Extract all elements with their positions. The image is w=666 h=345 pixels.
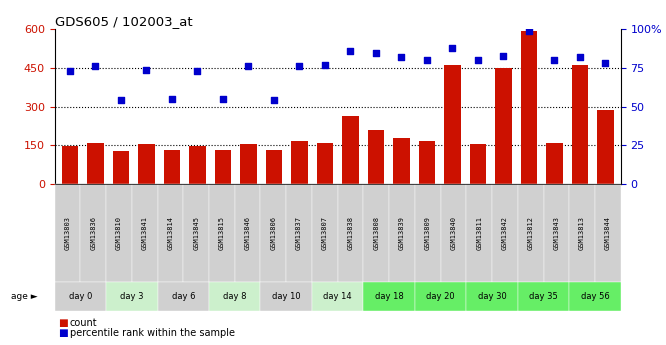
Bar — [444, 66, 461, 184]
Text: GSM13844: GSM13844 — [605, 216, 611, 250]
Bar — [240, 145, 256, 184]
Bar — [546, 143, 563, 184]
Point — [523, 28, 534, 33]
Text: GSM13838: GSM13838 — [348, 216, 354, 250]
Text: age ►: age ► — [11, 292, 38, 301]
Text: GSM13839: GSM13839 — [399, 216, 405, 250]
Text: GSM13811: GSM13811 — [476, 216, 482, 250]
Text: day 6: day 6 — [172, 292, 195, 301]
Text: day 20: day 20 — [426, 292, 455, 301]
Bar — [419, 141, 435, 184]
Point — [447, 45, 458, 51]
Bar — [342, 116, 359, 184]
Text: day 56: day 56 — [581, 292, 609, 301]
Text: GSM13840: GSM13840 — [450, 216, 456, 250]
Point — [243, 64, 254, 69]
Point — [345, 48, 356, 54]
Bar — [571, 66, 588, 184]
Point — [498, 53, 509, 58]
Text: GSM13808: GSM13808 — [373, 216, 379, 250]
Bar — [189, 146, 206, 184]
Text: day 30: day 30 — [478, 292, 506, 301]
Text: GSM13813: GSM13813 — [579, 216, 585, 250]
Point — [65, 68, 75, 74]
Bar — [470, 144, 486, 184]
Bar — [164, 150, 180, 184]
Text: GSM13842: GSM13842 — [502, 216, 508, 250]
Text: day 35: day 35 — [529, 292, 558, 301]
Point — [600, 61, 611, 66]
Text: GSM13843: GSM13843 — [553, 216, 559, 250]
Text: GDS605 / 102003_at: GDS605 / 102003_at — [55, 15, 192, 28]
Text: day 18: day 18 — [375, 292, 404, 301]
Point — [320, 62, 330, 68]
Bar — [87, 143, 104, 184]
Text: GSM13809: GSM13809 — [425, 216, 431, 250]
Bar — [393, 138, 410, 184]
Bar — [521, 31, 537, 184]
Text: ■: ■ — [58, 318, 68, 327]
Text: GSM13846: GSM13846 — [244, 216, 250, 250]
Text: GSM13803: GSM13803 — [65, 216, 71, 250]
Point — [575, 55, 585, 60]
Text: GSM13836: GSM13836 — [90, 216, 96, 250]
Text: day 3: day 3 — [120, 292, 144, 301]
Text: GSM13841: GSM13841 — [142, 216, 148, 250]
Text: GSM13806: GSM13806 — [270, 216, 276, 250]
Point — [218, 96, 228, 102]
Bar — [214, 150, 231, 184]
Text: GSM13837: GSM13837 — [296, 216, 302, 250]
Point — [192, 68, 202, 74]
Text: GSM13812: GSM13812 — [527, 216, 533, 250]
Point — [116, 98, 127, 103]
Bar — [368, 130, 384, 184]
Bar — [495, 68, 511, 184]
Bar — [138, 145, 155, 184]
Point — [396, 55, 407, 60]
Bar — [266, 150, 282, 184]
Text: ■: ■ — [58, 328, 68, 338]
Text: day 8: day 8 — [223, 292, 246, 301]
Point — [268, 98, 279, 103]
Text: day 14: day 14 — [324, 292, 352, 301]
Point — [141, 67, 152, 72]
Text: GSM13815: GSM13815 — [219, 216, 225, 250]
Text: count: count — [70, 318, 97, 327]
Point — [90, 64, 101, 69]
Text: percentile rank within the sample: percentile rank within the sample — [70, 328, 235, 338]
Point — [294, 64, 305, 69]
Bar — [113, 151, 129, 184]
Bar — [597, 110, 613, 184]
Text: GSM13807: GSM13807 — [322, 216, 328, 250]
Text: day 0: day 0 — [69, 292, 92, 301]
Text: GSM13810: GSM13810 — [116, 216, 122, 250]
Bar — [316, 143, 333, 184]
Text: day 10: day 10 — [272, 292, 300, 301]
Text: GSM13814: GSM13814 — [167, 216, 173, 250]
Point — [166, 96, 177, 102]
Point — [370, 50, 381, 55]
Point — [549, 58, 559, 63]
Point — [473, 58, 484, 63]
Bar — [291, 141, 308, 184]
Point — [422, 58, 432, 63]
Text: GSM13845: GSM13845 — [193, 216, 199, 250]
Bar — [62, 146, 78, 184]
